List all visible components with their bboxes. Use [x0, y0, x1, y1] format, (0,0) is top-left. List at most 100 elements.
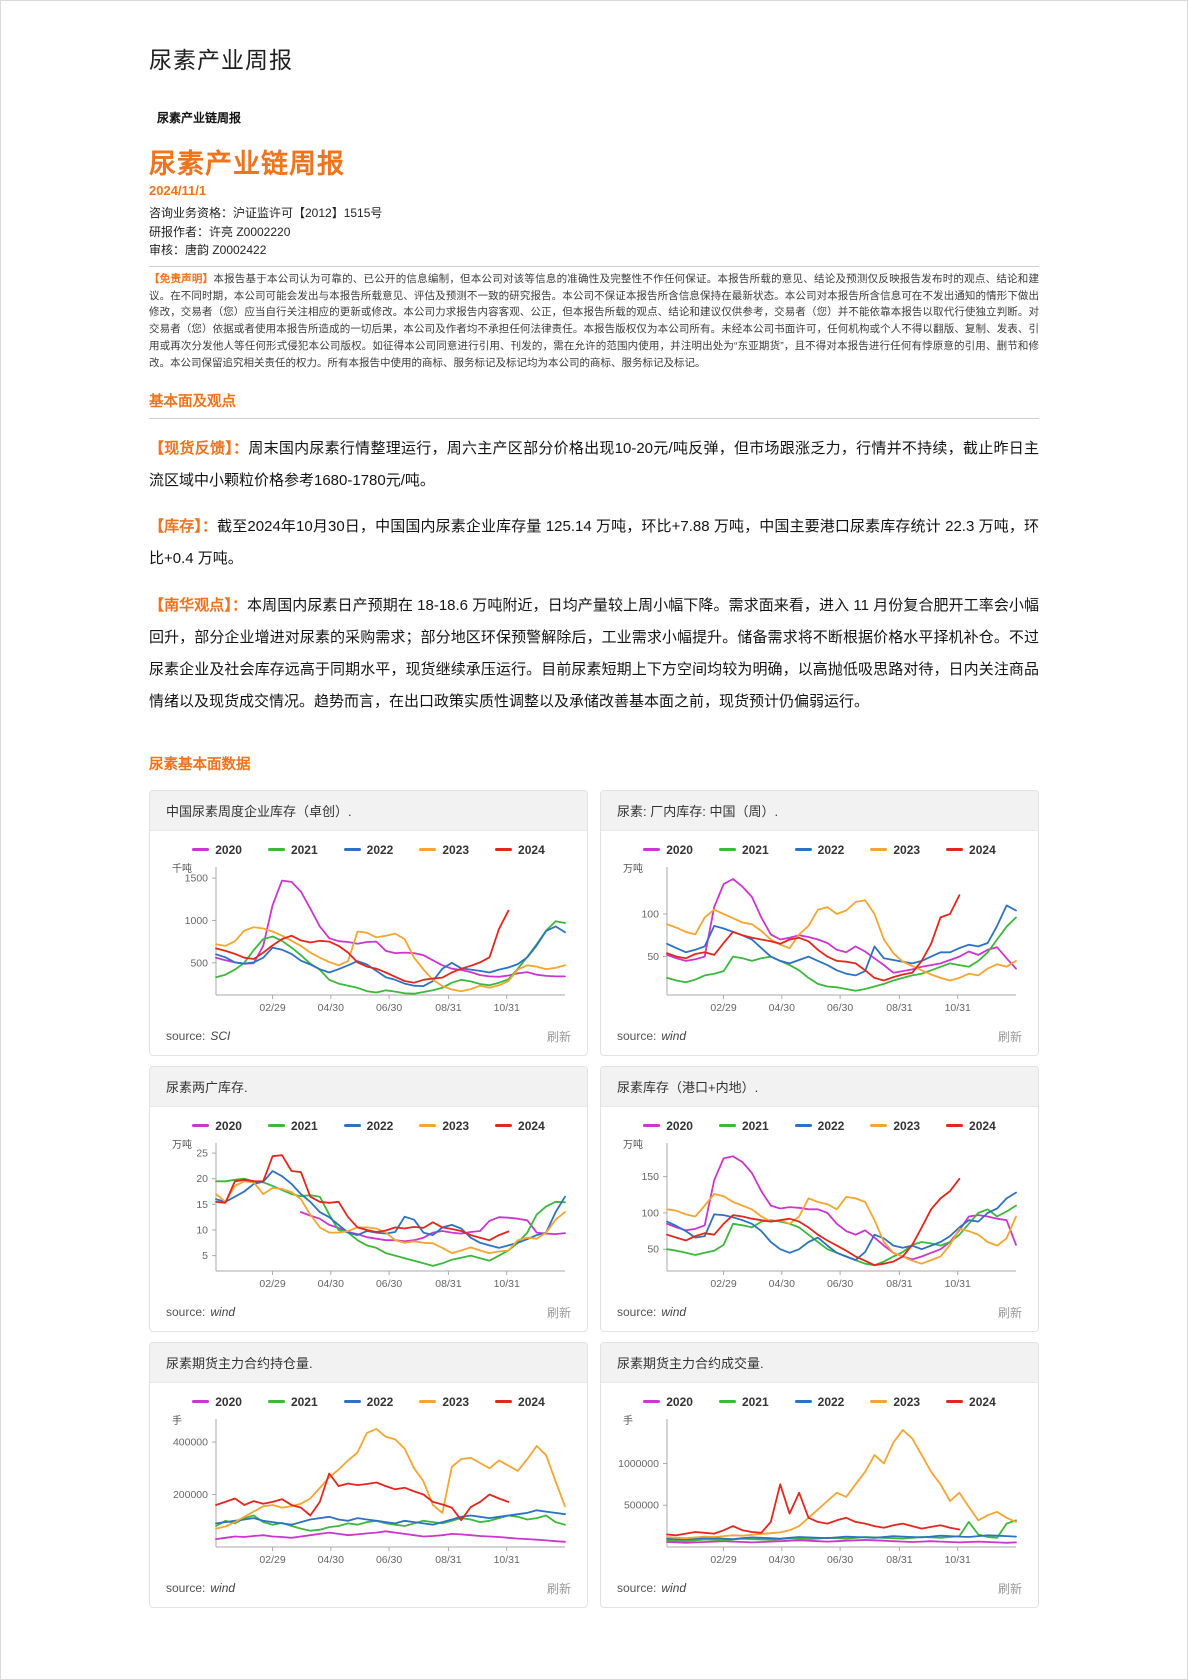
legend-item-2021[interactable]: 2021	[718, 1395, 769, 1409]
window-title: 尿素产业周报	[149, 47, 293, 73]
chart-footer: source: wind 刷新	[166, 1302, 571, 1323]
series-line-2022	[666, 1533, 1017, 1540]
series-line-2024	[666, 893, 961, 981]
refresh-button[interactable]: 刷新	[546, 1581, 571, 1596]
chart-legend: 2020 2021 2022 2023 2024	[617, 1115, 1022, 1135]
svg-text:万吨: 万吨	[172, 1138, 192, 1151]
legend-item-2022[interactable]: 2022	[794, 843, 844, 857]
svg-text:10/31: 10/31	[494, 1278, 520, 1290]
legend-item-2024[interactable]: 2024	[495, 1119, 545, 1133]
chart-body: 2020 2021 2022 2023 2024 50 100 万吨 02/29 04/30 06/…	[601, 831, 1038, 1055]
report-title: 尿素产业链周报	[149, 149, 345, 179]
source-value: wind	[210, 1305, 236, 1320]
series-line-2020	[215, 1529, 566, 1543]
legend-swatch	[267, 848, 285, 852]
legend-item-2020[interactable]: 2020	[643, 1119, 693, 1133]
legend-item-2020[interactable]: 2020	[643, 843, 693, 857]
svg-text:08/31: 08/31	[435, 1554, 461, 1566]
series-line-2021	[215, 919, 566, 995]
source-value: wind	[661, 1581, 687, 1596]
series-line-2024	[666, 1177, 961, 1266]
source-label: source:	[166, 1029, 206, 1044]
chart-body: 2020 2021 2022 2023 2024 500000 1000000 手 02/29 0…	[601, 1383, 1038, 1607]
legend-label: 2023	[893, 1394, 921, 1409]
legend-item-2020[interactable]: 2020	[643, 1395, 693, 1409]
legend-swatch	[419, 1400, 437, 1404]
legend-item-2022[interactable]: 2022	[794, 1118, 845, 1133]
chart-canvas-wrap: 500000 1000000 手 02/29 04/30 06/30 08/31 10/31	[617, 1413, 1022, 1578]
source-caption: source: wind	[617, 1305, 686, 1319]
source-label: source:	[166, 1305, 206, 1320]
chart-title: 尿素: 厂内库存: 中国（周）.	[601, 790, 1038, 831]
disclaimer-text: 本报告基于本公司认为可靠的、已公开的信息编制，但本公司对该等信息的准确性及完整性…	[149, 272, 1040, 369]
svg-text:150: 150	[641, 1171, 659, 1183]
legend-item-2020[interactable]: 2020	[192, 843, 242, 857]
series-line-2023	[666, 1428, 1017, 1539]
series-line-2024	[215, 1472, 510, 1521]
legend-item-2022[interactable]: 2022	[794, 1395, 844, 1409]
svg-text:04/30: 04/30	[318, 1278, 344, 1290]
legend-label: 2020	[215, 1394, 242, 1409]
report-date: 2024/11/1	[149, 183, 207, 198]
legend-item-2024[interactable]: 2024	[495, 843, 545, 857]
report-series-label: 尿素产业链周报	[157, 111, 242, 125]
legend-item-2021[interactable]: 2021	[718, 843, 769, 857]
inventory-label: 【库存】：	[149, 518, 218, 536]
legend-item-2023[interactable]: 2023	[419, 843, 469, 857]
legend-swatch	[718, 1124, 736, 1128]
legend-item-2022[interactable]: 2022	[343, 843, 393, 857]
legend-swatch	[192, 1124, 210, 1128]
legend-swatch	[192, 848, 210, 852]
legend-label: 2024	[969, 1118, 996, 1133]
legend-item-2023[interactable]: 2023	[870, 1119, 920, 1133]
chart-legend: 2020 2021 2022 2023 2024	[166, 1115, 571, 1135]
legend-item-2021[interactable]: 2021	[267, 1395, 318, 1409]
refresh-button[interactable]: 刷新	[997, 1305, 1022, 1320]
nanhua-view-label: 【南华观点】：	[149, 596, 248, 614]
legend-label: 2023	[893, 842, 921, 857]
legend-item-2020[interactable]: 2020	[192, 1395, 242, 1409]
chart-body: 2020 2021 2022 2023 2024 50 100 150 万吨 02/29 04/30…	[601, 1107, 1038, 1331]
svg-text:1500: 1500	[185, 872, 209, 884]
chart-canvas: 200000 400000 手 02/29 04/30 06/30 08/31 10/31	[172, 1414, 566, 1566]
legend-item-2022[interactable]: 2022	[343, 1395, 393, 1409]
chart-canvas: 50 100 150 万吨 02/29 04/30 06/30 08/31 10/31	[623, 1138, 1017, 1290]
svg-text:400000: 400000	[173, 1436, 208, 1448]
legend-label: 2024	[518, 842, 545, 857]
source-value: SCI	[210, 1029, 231, 1044]
svg-text:10: 10	[196, 1224, 208, 1236]
legend-item-2023[interactable]: 2023	[419, 1119, 469, 1133]
legend-item-2024[interactable]: 2024	[946, 1395, 996, 1409]
chart-title: 尿素期货主力合约成交量.	[601, 1342, 1038, 1383]
legend-item-2021[interactable]: 2021	[267, 1119, 318, 1133]
legend-item-2023[interactable]: 2023	[870, 1395, 920, 1409]
legend-item-2023[interactable]: 2023	[870, 843, 920, 857]
refresh-button[interactable]: 刷新	[997, 1029, 1022, 1044]
legend-swatch	[870, 1400, 888, 1404]
svg-text:02/29: 02/29	[259, 1278, 285, 1290]
legend-item-2024[interactable]: 2024	[495, 1395, 545, 1409]
legend-item-2024[interactable]: 2024	[946, 1119, 996, 1133]
svg-text:手: 手	[623, 1414, 633, 1427]
svg-text:1000: 1000	[185, 915, 209, 927]
refresh-button[interactable]: 刷新	[997, 1581, 1022, 1596]
legend-item-2021[interactable]: 2021	[267, 842, 318, 857]
series-line-2024	[215, 1153, 510, 1241]
legend-swatch	[643, 1124, 661, 1128]
legend-label: 2022	[817, 1118, 845, 1133]
refresh-button[interactable]: 刷新	[546, 1029, 571, 1044]
legend-item-2023[interactable]: 2023	[419, 1395, 469, 1409]
source-label: source:	[617, 1305, 657, 1320]
legend-swatch	[794, 1400, 812, 1404]
chart-canvas-wrap: 200000 400000 手 02/29 04/30 06/30 08/31 10/31	[166, 1413, 571, 1578]
svg-text:04/30: 04/30	[769, 1278, 795, 1290]
legend-label: 2021	[290, 842, 318, 857]
chart-canvas-wrap: 500 1000 1500 千吨 02/29 04/30 06/30 08/31 10/31	[166, 861, 571, 1026]
refresh-button[interactable]: 刷新	[546, 1305, 571, 1320]
legend-item-2024[interactable]: 2024	[946, 843, 996, 857]
legend-item-2020[interactable]: 2020	[192, 1119, 242, 1133]
svg-text:10/31: 10/31	[945, 1002, 971, 1014]
legend-item-2022[interactable]: 2022	[343, 1119, 393, 1133]
source-caption: source: wind	[617, 1029, 686, 1043]
legend-item-2021[interactable]: 2021	[718, 1119, 769, 1133]
